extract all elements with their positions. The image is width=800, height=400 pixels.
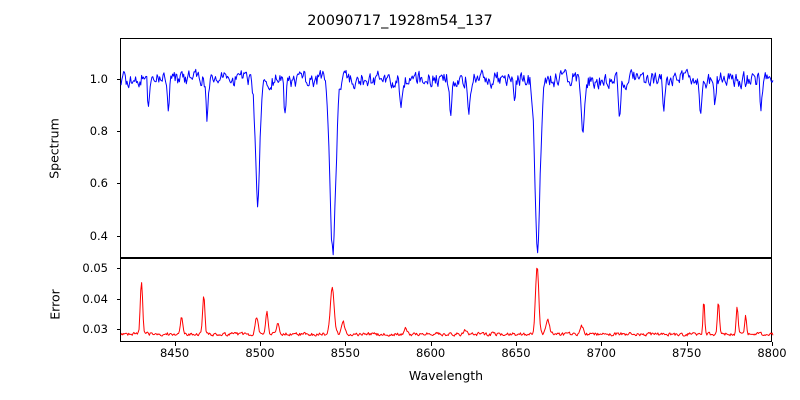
x-tick-label: 8550 bbox=[330, 346, 360, 360]
x-axis-label: Wavelength bbox=[408, 368, 484, 383]
x-tick-label: 8600 bbox=[415, 346, 446, 360]
x-tick-mark bbox=[174, 342, 176, 346]
spectrum-ytick-mark bbox=[116, 235, 120, 237]
x-tick-mark bbox=[515, 342, 518, 346]
x-tick-mark bbox=[430, 342, 432, 346]
error-panel bbox=[120, 258, 774, 342]
spectrum-y-axis-label: Spectrum bbox=[46, 118, 62, 179]
error-ytick-label: 0.05 bbox=[82, 261, 108, 276]
figure-title: 20090717_1928m54_137 bbox=[307, 13, 493, 29]
spectrum-ytick-label: 0.6 bbox=[89, 176, 108, 191]
error-y-axis-label: Error bbox=[47, 289, 63, 320]
x-tick-label: 8800 bbox=[757, 346, 787, 360]
x-tick-mark bbox=[345, 342, 347, 346]
x-tick-mark bbox=[686, 342, 688, 346]
x-tick-label: 8650 bbox=[501, 346, 531, 360]
spectrum-ytick-mark bbox=[116, 130, 120, 133]
error-ytick-mark bbox=[116, 329, 120, 331]
x-tick-mark bbox=[772, 342, 774, 346]
x-tick-mark bbox=[601, 342, 603, 346]
x-tick-label: 8750 bbox=[672, 346, 702, 360]
x-tick-label: 8700 bbox=[586, 346, 616, 360]
error-ytick-mark bbox=[116, 298, 120, 300]
error-ytick-mark bbox=[116, 268, 120, 270]
spectrum-ytick-label: 0.4 bbox=[89, 228, 108, 243]
error-trace bbox=[120, 267, 774, 337]
spectrum-trace bbox=[120, 68, 774, 256]
spectrum-ytick-label: 1.0 bbox=[89, 71, 108, 86]
spectrum-ytick-mark bbox=[116, 183, 120, 185]
x-tick-mark bbox=[259, 342, 262, 346]
spectrum-ytick-mark bbox=[116, 78, 120, 80]
spectrum-panel bbox=[120, 38, 774, 258]
error-ytick-label: 0.03 bbox=[82, 322, 108, 337]
error-ytick-label: 0.04 bbox=[82, 291, 108, 306]
spectrum-ytick-label: 0.8 bbox=[89, 123, 108, 138]
x-tick-label: 8500 bbox=[245, 346, 275, 360]
x-tick-label: 8450 bbox=[159, 346, 190, 360]
